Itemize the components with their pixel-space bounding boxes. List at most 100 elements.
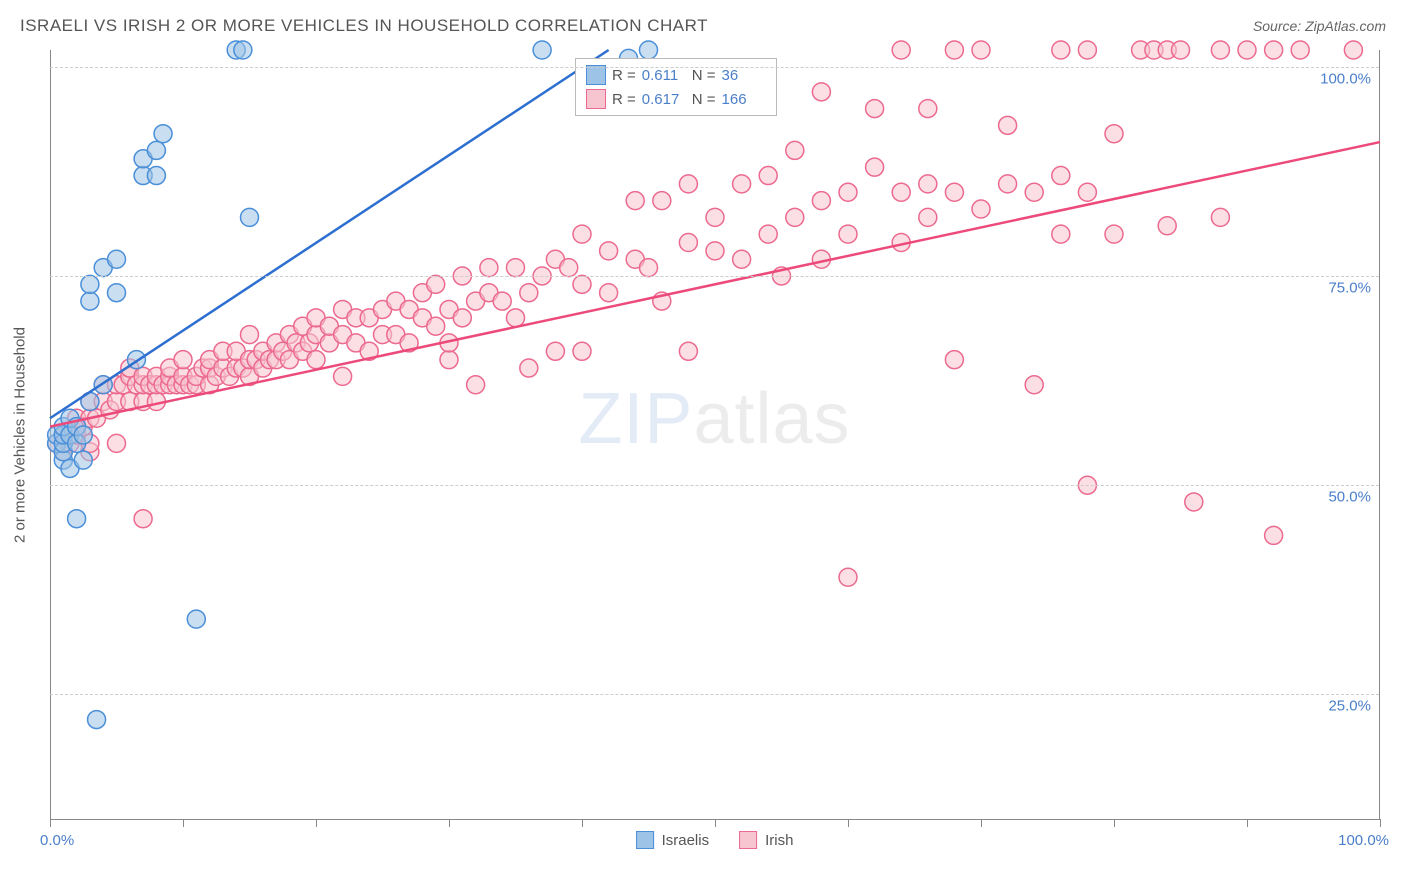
data-point [919,208,937,226]
data-point [972,41,990,59]
stats-r-label: R = [612,67,636,84]
legend-label: Israelis [662,832,710,849]
x-axis-max-label: 100.0% [1338,832,1389,849]
data-point [812,192,830,210]
data-point [1105,225,1123,243]
data-point [679,234,697,252]
legend-label: Irish [765,832,793,849]
data-point [108,284,126,302]
data-point [1052,41,1070,59]
data-point [999,116,1017,134]
stats-swatch [586,89,606,109]
x-tick [715,819,716,827]
data-point [866,100,884,118]
data-point [1185,493,1203,511]
x-tick [981,819,982,827]
stats-n-label: N = [692,67,716,84]
stats-n-value: 166 [722,91,766,108]
gridline [50,276,1379,277]
data-point [440,351,458,369]
data-point [706,208,724,226]
data-point [839,568,857,586]
data-point [147,167,165,185]
data-point [187,610,205,628]
data-point [1052,225,1070,243]
data-point [520,284,538,302]
chart-plot-area: ZIPatlas 2 or more Vehicles in Household… [50,50,1380,820]
data-point [839,225,857,243]
x-tick [848,819,849,827]
data-point [68,510,86,528]
data-point [507,259,525,277]
data-point [108,434,126,452]
data-point [334,367,352,385]
data-point [1105,125,1123,143]
stats-r-label: R = [612,91,636,108]
legend: Israelis Irish [636,831,794,849]
data-point [480,259,498,277]
x-tick [449,819,450,827]
scatter-svg [50,50,1379,819]
data-point [812,83,830,101]
x-tick [582,819,583,827]
data-point [945,41,963,59]
data-point [759,225,777,243]
data-point [453,309,471,327]
x-axis-min-label: 0.0% [40,832,74,849]
data-point [839,183,857,201]
data-point [892,41,910,59]
data-point [600,284,618,302]
data-point [786,141,804,159]
data-point [999,175,1017,193]
data-point [174,351,192,369]
data-point [1265,526,1283,544]
trend-line [50,142,1380,427]
gridline [50,694,1379,695]
data-point [759,167,777,185]
data-point [573,342,591,360]
data-point [1078,183,1096,201]
data-point [1265,41,1283,59]
x-tick [1380,819,1381,827]
legend-item-israelis: Israelis [636,831,710,849]
stats-n-label: N = [692,91,716,108]
y-axis-title: 2 or more Vehicles in Household [12,327,29,543]
data-point [307,351,325,369]
data-point [733,250,751,268]
data-point [919,175,937,193]
y-tick-label: 25.0% [1328,698,1371,715]
x-tick [50,819,51,827]
y-tick-label: 50.0% [1328,489,1371,506]
stats-n-value: 36 [722,67,766,84]
data-point [1025,376,1043,394]
data-point [241,208,259,226]
stats-r-value: 0.611 [642,67,686,84]
gridline [50,485,1379,486]
data-point [640,259,658,277]
data-point [493,292,511,310]
data-point [241,326,259,344]
data-point [573,225,591,243]
stats-row-irish: R = 0.617 N = 166 [586,87,766,111]
data-point [507,309,525,327]
data-point [88,711,106,729]
data-point [573,275,591,293]
data-point [74,426,92,444]
data-point [134,510,152,528]
data-point [1172,41,1190,59]
data-point [600,242,618,260]
data-point [74,451,92,469]
data-point [234,41,252,59]
header: ISRAELI VS IRISH 2 OR MORE VEHICLES IN H… [20,16,1386,36]
data-point [427,317,445,335]
gridline [50,67,1379,68]
data-point [892,183,910,201]
data-point [972,200,990,218]
data-point [81,275,99,293]
data-point [147,141,165,159]
data-point [1158,217,1176,235]
data-point [1025,183,1043,201]
data-point [706,242,724,260]
data-point [945,351,963,369]
data-point [1052,167,1070,185]
